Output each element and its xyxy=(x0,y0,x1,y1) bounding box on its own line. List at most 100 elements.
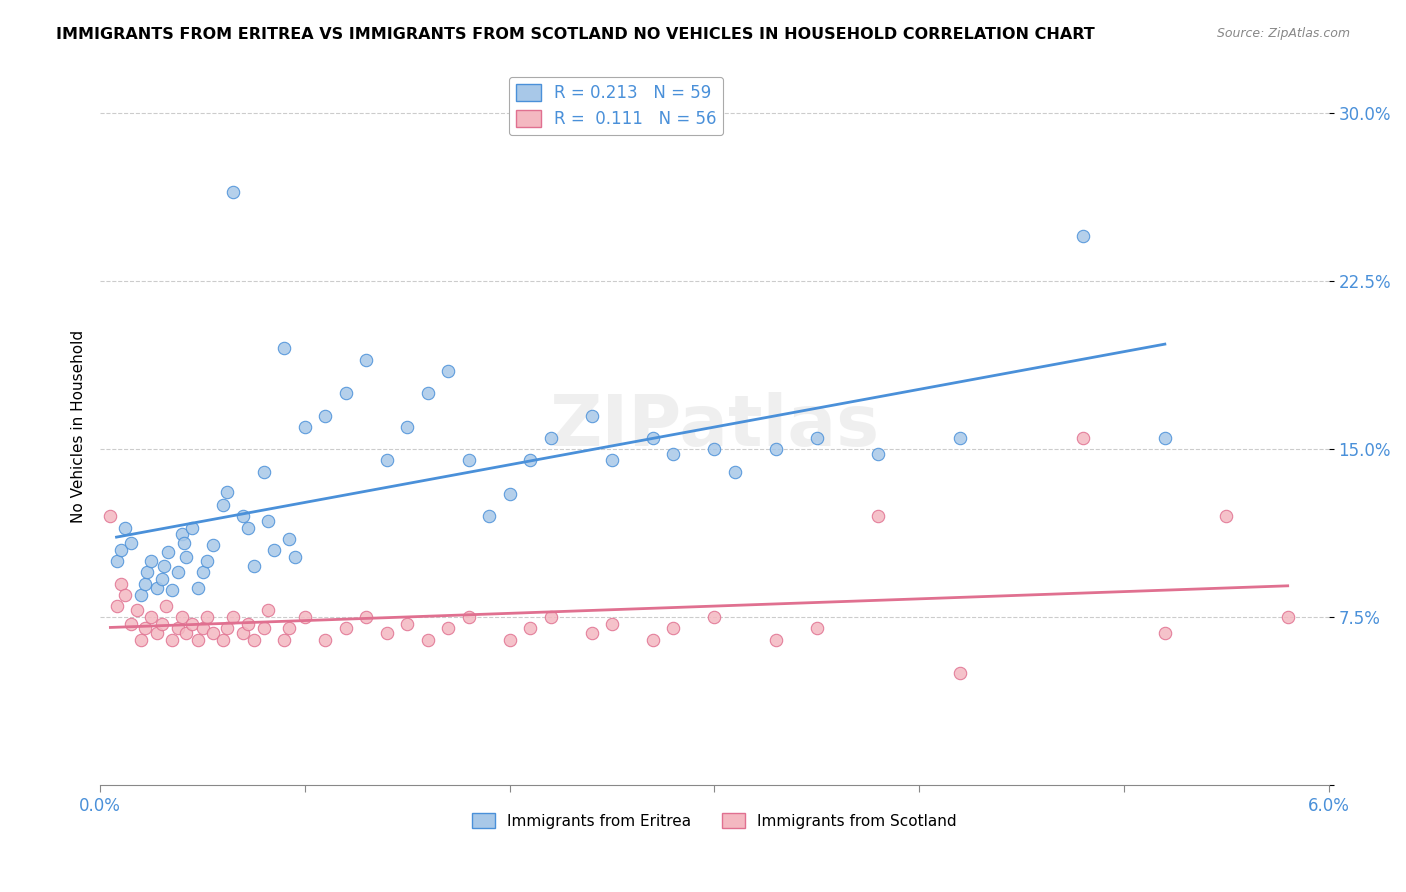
Point xyxy=(416,386,439,401)
Point xyxy=(195,554,218,568)
Point xyxy=(277,621,299,635)
Point xyxy=(110,576,132,591)
Text: ZIPatlas: ZIPatlas xyxy=(550,392,880,461)
Point xyxy=(662,447,685,461)
Point xyxy=(457,453,479,467)
Point xyxy=(232,625,254,640)
Point xyxy=(201,539,224,553)
Text: IMMIGRANTS FROM ERITREA VS IMMIGRANTS FROM SCOTLAND NO VEHICLES IN HOUSEHOLD COR: IMMIGRANTS FROM ERITREA VS IMMIGRANTS FR… xyxy=(56,27,1095,42)
Point xyxy=(114,588,136,602)
Point xyxy=(1277,610,1299,624)
Point xyxy=(806,621,828,635)
Point xyxy=(600,616,623,631)
Point xyxy=(396,616,419,631)
Point xyxy=(314,409,336,423)
Point xyxy=(641,431,664,445)
Point xyxy=(1071,431,1094,445)
Point xyxy=(160,583,183,598)
Point xyxy=(156,545,179,559)
Point xyxy=(150,616,173,631)
Point xyxy=(191,621,214,635)
Point xyxy=(222,610,245,624)
Point xyxy=(641,632,664,647)
Point xyxy=(375,453,398,467)
Point xyxy=(105,599,128,613)
Point xyxy=(540,431,562,445)
Point xyxy=(1153,625,1175,640)
Point xyxy=(457,610,479,624)
Point xyxy=(498,632,520,647)
Point xyxy=(498,487,520,501)
Point xyxy=(222,185,245,199)
Point xyxy=(152,558,174,573)
Point xyxy=(174,625,197,640)
Point xyxy=(949,431,972,445)
Legend: Immigrants from Eritrea, Immigrants from Scotland: Immigrants from Eritrea, Immigrants from… xyxy=(465,806,963,835)
Point xyxy=(1215,509,1237,524)
Point xyxy=(1071,229,1094,244)
Point xyxy=(437,621,460,635)
Point xyxy=(581,625,603,640)
Point xyxy=(478,509,501,524)
Point xyxy=(134,621,156,635)
Point xyxy=(581,409,603,423)
Point xyxy=(167,566,190,580)
Point xyxy=(129,632,152,647)
Point xyxy=(236,520,259,534)
Y-axis label: No Vehicles in Household: No Vehicles in Household xyxy=(72,330,86,524)
Point xyxy=(136,566,159,580)
Point xyxy=(155,599,177,613)
Point xyxy=(242,558,264,573)
Point xyxy=(125,603,148,617)
Point xyxy=(253,621,276,635)
Point xyxy=(868,509,890,524)
Point xyxy=(600,453,623,467)
Point xyxy=(263,543,285,558)
Point xyxy=(335,386,357,401)
Point xyxy=(150,572,173,586)
Point xyxy=(212,632,235,647)
Point xyxy=(375,625,398,640)
Point xyxy=(146,581,169,595)
Point xyxy=(257,603,280,617)
Point xyxy=(170,610,193,624)
Point xyxy=(98,509,121,524)
Point xyxy=(114,520,136,534)
Point xyxy=(540,610,562,624)
Point xyxy=(1153,431,1175,445)
Point xyxy=(314,632,336,647)
Point xyxy=(335,621,357,635)
Point xyxy=(765,632,787,647)
Point xyxy=(242,632,264,647)
Point xyxy=(105,554,128,568)
Point xyxy=(724,465,747,479)
Point xyxy=(703,610,725,624)
Point xyxy=(201,625,224,640)
Point xyxy=(134,576,156,591)
Point xyxy=(120,616,142,631)
Point xyxy=(257,514,280,528)
Point xyxy=(396,419,419,434)
Text: Source: ZipAtlas.com: Source: ZipAtlas.com xyxy=(1216,27,1350,40)
Point xyxy=(181,616,204,631)
Point xyxy=(181,520,204,534)
Point xyxy=(868,447,890,461)
Point xyxy=(806,431,828,445)
Point xyxy=(277,532,299,546)
Point xyxy=(146,625,169,640)
Point xyxy=(294,419,316,434)
Point xyxy=(191,566,214,580)
Point xyxy=(356,610,378,624)
Point xyxy=(217,484,239,499)
Point xyxy=(356,352,378,367)
Point xyxy=(160,632,183,647)
Point xyxy=(765,442,787,457)
Point xyxy=(284,549,307,564)
Point xyxy=(167,621,190,635)
Point xyxy=(236,616,259,631)
Point xyxy=(195,610,218,624)
Point xyxy=(273,342,295,356)
Point xyxy=(110,543,132,558)
Point xyxy=(273,632,295,647)
Point xyxy=(187,632,209,647)
